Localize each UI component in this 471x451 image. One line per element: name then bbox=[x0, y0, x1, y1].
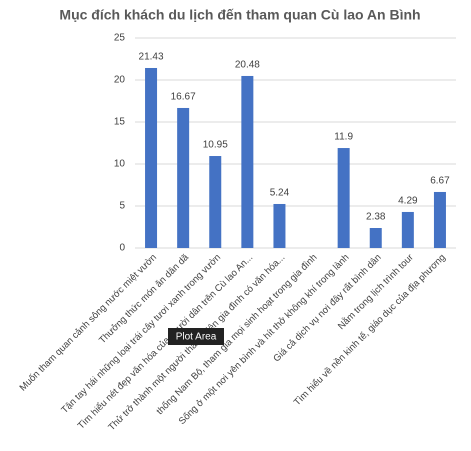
data-label: 4.29 bbox=[398, 196, 418, 207]
bar bbox=[177, 107, 190, 248]
y-tick-label: 15 bbox=[114, 117, 126, 128]
y-tick-label: 25 bbox=[114, 33, 126, 44]
data-label: 10.95 bbox=[203, 140, 228, 151]
y-tick-label: 5 bbox=[119, 201, 125, 212]
data-label: 20.48 bbox=[235, 60, 260, 71]
bar bbox=[209, 156, 222, 248]
data-label: 5.24 bbox=[270, 188, 290, 199]
data-label: 11.9 bbox=[334, 132, 353, 143]
bar bbox=[273, 203, 286, 248]
data-label: 16.67 bbox=[171, 92, 196, 103]
bar bbox=[369, 228, 382, 248]
chart-title: Mục đích khách du lịch đến tham quan Cù … bbox=[59, 7, 420, 23]
y-tick-label: 0 bbox=[119, 243, 125, 254]
bar bbox=[145, 67, 158, 248]
bar bbox=[241, 75, 254, 248]
y-tick-label: 10 bbox=[114, 159, 126, 170]
bar bbox=[401, 211, 414, 248]
bar bbox=[337, 148, 350, 248]
tooltip-box bbox=[168, 328, 224, 345]
data-label: 21.43 bbox=[139, 52, 164, 63]
tooltip: Plot Area bbox=[176, 332, 217, 343]
bar bbox=[433, 191, 446, 248]
data-label: 2.38 bbox=[366, 212, 386, 223]
data-label: 6.67 bbox=[430, 176, 450, 187]
y-tick-label: 20 bbox=[114, 75, 126, 86]
